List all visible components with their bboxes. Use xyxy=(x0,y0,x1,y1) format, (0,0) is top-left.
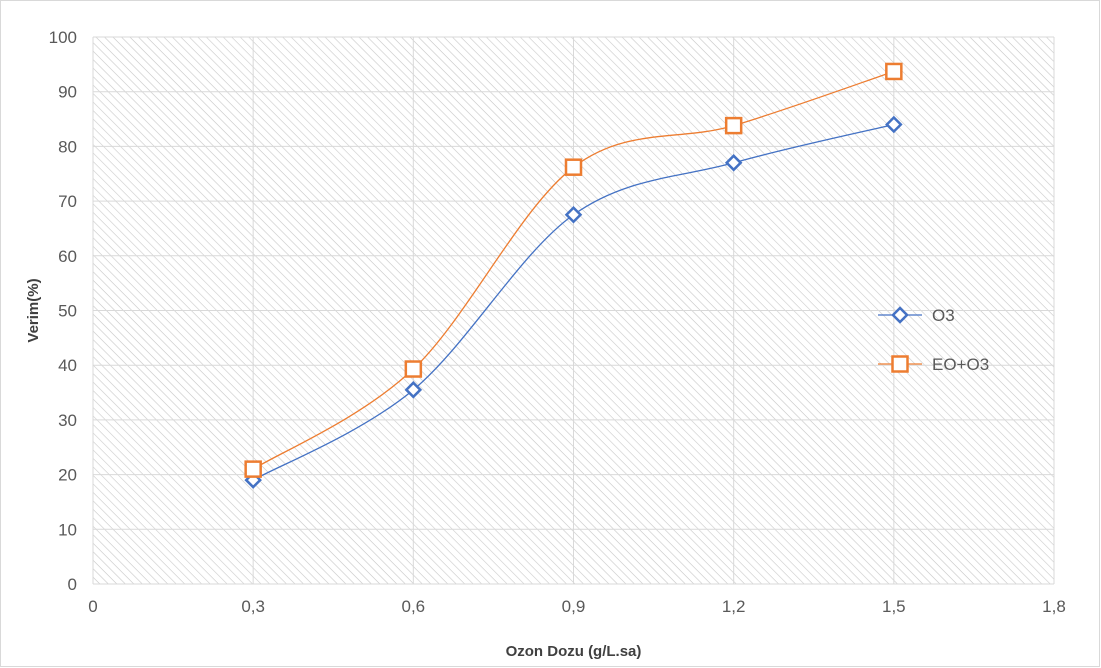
y-tick-label: 90 xyxy=(58,83,77,102)
y-tick-label: 20 xyxy=(58,466,77,485)
data-point-series-1 xyxy=(564,206,583,224)
x-tick-label: 0,3 xyxy=(241,597,265,616)
data-point-series-2 xyxy=(724,116,743,135)
x-tick-label: 0,6 xyxy=(402,597,426,616)
x-tick-label: 1,8 xyxy=(1042,597,1066,616)
data-point-series-1 xyxy=(724,154,743,172)
data-point-series-2 xyxy=(885,62,903,81)
gridlines xyxy=(92,36,1055,585)
legend: O3 EO+O3 xyxy=(878,306,989,374)
y-axis-title: Verim(%) xyxy=(25,278,42,342)
y-tick-label: 80 xyxy=(58,137,77,156)
legend-marker-1 xyxy=(891,306,909,324)
x-tick-label: 0 xyxy=(88,597,97,616)
legend-label-2: EO+O3 xyxy=(932,355,989,374)
data-point-series-2 xyxy=(244,460,262,478)
legend-label-1: O3 xyxy=(932,306,955,325)
x-tick-label: 1,2 xyxy=(722,597,746,616)
y-tick-label: 50 xyxy=(58,302,77,321)
data-point-series-2 xyxy=(564,158,583,176)
x-tick-label: 0,9 xyxy=(562,597,586,616)
data-point-series-1 xyxy=(885,115,903,134)
y-tick-label: 100 xyxy=(49,28,77,47)
series-markers xyxy=(244,62,903,489)
y-tick-label: 0 xyxy=(68,575,77,594)
y-tick-label: 60 xyxy=(58,247,77,266)
y-tick-label: 70 xyxy=(58,192,77,211)
legend-marker-2 xyxy=(891,355,909,373)
y-tick-label: 30 xyxy=(58,411,77,430)
tick-labels: 0 10 20 30 40 50 60 70 80 90 100 0 0,3 0,6 0,9 1,2 1,5 1,… xyxy=(49,28,1066,616)
x-tick-label: 1,5 xyxy=(882,597,906,616)
data-point-series-1 xyxy=(404,381,423,399)
y-tick-label: 40 xyxy=(58,356,77,375)
series-line-1 xyxy=(252,123,894,481)
data-point-series-2 xyxy=(404,360,423,378)
x-axis-title: Ozon Dozu (g/L.sa) xyxy=(506,643,642,660)
y-tick-label: 10 xyxy=(58,520,77,539)
